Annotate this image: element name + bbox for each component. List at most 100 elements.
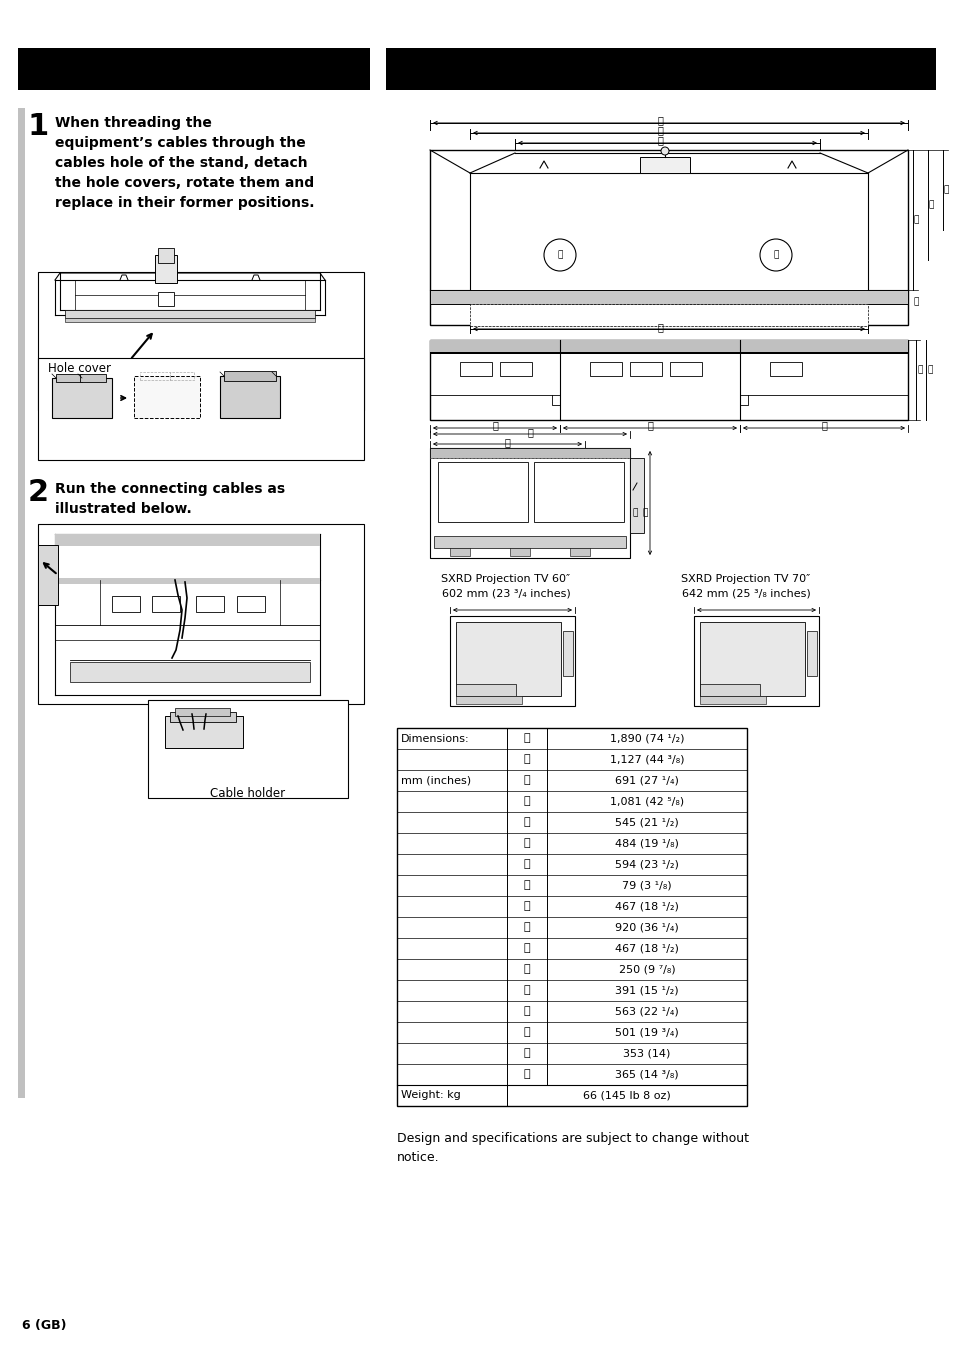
Bar xyxy=(152,596,180,612)
Text: Hole cover: Hole cover xyxy=(48,362,111,376)
Text: Ⓗ: Ⓗ xyxy=(557,250,562,259)
Bar xyxy=(430,150,907,326)
Bar xyxy=(55,534,319,546)
Bar xyxy=(396,728,746,1106)
Text: 79 (3 ¹/₈): 79 (3 ¹/₈) xyxy=(621,881,671,890)
Text: 1,081 (42 ⁵/₈): 1,081 (42 ⁵/₈) xyxy=(609,797,683,807)
Text: 2: 2 xyxy=(28,478,49,507)
Text: Ⓒ: Ⓒ xyxy=(523,775,530,785)
Text: 642 mm (25 ³/₈ inches): 642 mm (25 ³/₈ inches) xyxy=(680,588,809,598)
Bar xyxy=(450,616,575,707)
Text: Ⓒ: Ⓒ xyxy=(657,135,662,145)
Text: 353 (14): 353 (14) xyxy=(622,1048,670,1058)
Text: 467 (18 ¹/₂): 467 (18 ¹/₂) xyxy=(615,943,679,954)
Bar xyxy=(806,631,816,676)
Text: Ⓖ: Ⓖ xyxy=(943,185,948,195)
Bar xyxy=(80,374,106,382)
Bar xyxy=(430,340,907,420)
Text: Ⓐ: Ⓐ xyxy=(657,115,662,126)
Bar xyxy=(700,696,765,704)
Text: Ⓛ: Ⓛ xyxy=(917,366,923,374)
Text: Ⓜ: Ⓜ xyxy=(523,985,530,996)
Bar xyxy=(236,596,265,612)
Text: SXRD Projection TV 60″: SXRD Projection TV 60″ xyxy=(441,574,570,584)
Bar xyxy=(430,449,629,458)
Bar xyxy=(38,544,58,605)
Text: Ⓐ: Ⓐ xyxy=(523,734,530,743)
Bar xyxy=(700,684,760,696)
Text: Ⓕ: Ⓕ xyxy=(928,200,933,209)
Text: Cable holder: Cable holder xyxy=(211,788,285,800)
Text: 563 (22 ¹/₄): 563 (22 ¹/₄) xyxy=(615,1006,679,1016)
Text: Ⓙ: Ⓙ xyxy=(646,420,652,430)
Bar xyxy=(430,290,907,304)
Bar xyxy=(456,684,516,696)
Bar xyxy=(510,549,530,557)
Bar xyxy=(434,536,625,549)
Bar xyxy=(18,49,370,91)
Text: Ⓗ: Ⓗ xyxy=(913,297,919,305)
Text: Ⓟ: Ⓟ xyxy=(633,508,638,517)
Text: 467 (18 ¹/₂): 467 (18 ¹/₂) xyxy=(615,901,679,912)
Bar xyxy=(174,708,230,716)
Bar xyxy=(65,309,314,317)
Text: Ⓗ: Ⓗ xyxy=(523,881,530,890)
Text: Ⓓ: Ⓓ xyxy=(523,797,530,807)
Bar xyxy=(38,358,364,459)
Text: Ⓘ: Ⓘ xyxy=(523,901,530,912)
Text: 691 (27 ¹/₄): 691 (27 ¹/₄) xyxy=(615,775,679,785)
Text: Connect the cables: Connect the cables xyxy=(28,69,268,89)
Bar xyxy=(158,292,173,305)
Text: Ⓠ: Ⓠ xyxy=(642,508,648,517)
Bar xyxy=(450,549,470,557)
Text: Ⓑ: Ⓑ xyxy=(657,126,662,135)
Text: Ⓖ: Ⓖ xyxy=(523,859,530,870)
Bar xyxy=(170,372,193,380)
Text: Ⓝ: Ⓝ xyxy=(526,427,533,436)
Text: Ⓚ: Ⓚ xyxy=(821,420,826,430)
Text: 484 (19 ¹/₈): 484 (19 ¹/₈) xyxy=(615,839,679,848)
Bar xyxy=(52,378,112,417)
Text: 594 (23 ¹/₂): 594 (23 ¹/₂) xyxy=(615,859,679,870)
Bar xyxy=(224,372,275,381)
Bar xyxy=(140,372,170,380)
Bar xyxy=(38,524,364,704)
Bar xyxy=(769,362,801,376)
Circle shape xyxy=(660,147,668,155)
Text: Specifications: Specifications xyxy=(395,69,572,89)
Bar xyxy=(534,462,623,521)
Text: 1,890 (74 ¹/₂): 1,890 (74 ¹/₂) xyxy=(609,734,683,743)
Bar xyxy=(65,317,314,322)
Text: Weight: kg: Weight: kg xyxy=(400,1090,460,1101)
Text: Ⓓ: Ⓓ xyxy=(657,322,662,332)
Bar xyxy=(18,108,25,1098)
Bar xyxy=(700,621,804,696)
Bar xyxy=(669,362,701,376)
Bar xyxy=(158,249,173,263)
Bar xyxy=(195,596,224,612)
Bar xyxy=(386,49,935,91)
Text: Ⓕ: Ⓕ xyxy=(523,839,530,848)
Bar xyxy=(430,340,907,353)
Text: Ⓔ: Ⓔ xyxy=(523,817,530,828)
Text: 1,127 (44 ³/₈): 1,127 (44 ³/₈) xyxy=(609,754,683,765)
Text: 920 (36 ¹/₄): 920 (36 ¹/₄) xyxy=(615,923,679,932)
Text: Design and specifications are subject to change without
notice.: Design and specifications are subject to… xyxy=(396,1132,748,1165)
Text: Ⓙ: Ⓙ xyxy=(523,923,530,932)
Text: 250 (9 ⁷/₈): 250 (9 ⁷/₈) xyxy=(618,965,675,974)
Bar xyxy=(639,157,689,173)
Text: Ⓛ: Ⓛ xyxy=(523,965,530,974)
Bar xyxy=(56,374,82,382)
Text: Ⓞ: Ⓞ xyxy=(523,1028,530,1038)
Text: Dimensions:: Dimensions: xyxy=(400,734,469,743)
Bar xyxy=(112,596,140,612)
Bar xyxy=(499,362,532,376)
Text: SXRD Projection TV 70″: SXRD Projection TV 70″ xyxy=(680,574,810,584)
Text: Ⓜ: Ⓜ xyxy=(927,366,932,374)
Text: Run the connecting cables as
illustrated below.: Run the connecting cables as illustrated… xyxy=(55,482,285,516)
Text: 365 (14 ³/₈): 365 (14 ³/₈) xyxy=(615,1070,679,1079)
Circle shape xyxy=(543,239,576,272)
Circle shape xyxy=(760,239,791,272)
Text: 1: 1 xyxy=(28,112,50,141)
Bar xyxy=(220,376,280,417)
